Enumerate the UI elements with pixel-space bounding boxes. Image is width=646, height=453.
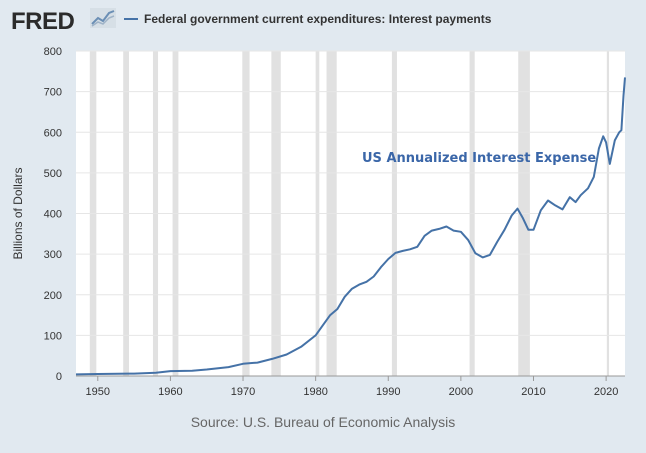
y-tick-label-500: 500 [44,168,62,180]
chart-annotation: US Annualized Interest Expense [362,151,596,166]
x-tick-label-1960: 1960 [158,386,182,398]
x-tick-label-1990: 1990 [376,386,400,398]
x-tick-label-2020: 2020 [594,386,618,398]
x-tick-label-1980: 1980 [303,386,327,398]
x-tick-label-2010: 2010 [521,386,545,398]
line-chart-icon [90,8,116,28]
y-tick-label-800: 800 [44,46,62,58]
gridlines [76,50,625,336]
y-tick-label-400: 400 [44,209,62,221]
chart-header: FRED Federal government current expendit… [0,0,646,40]
y-axis-ticks: 0 100 200 300 400 500 600 700 800 [44,46,62,383]
y-tick-label-0: 0 [56,371,62,383]
series-line-interest-payments [75,77,626,376]
source-note: Source: U.S. Bureau of Economic Analysis [190,414,456,430]
x-axis-ticks: 1950 1960 1970 1980 1990 2000 2010 2020 [86,376,618,398]
fred-logo[interactable]: FRED [11,8,75,35]
y-tick-label-200: 200 [44,290,62,302]
y-tick-label-300: 300 [44,249,62,261]
x-tick-label-1950: 1950 [86,386,110,398]
y-tick-label-700: 700 [44,87,62,99]
x-tick-label-1970: 1970 [231,386,255,398]
legend-label: Federal government current expenditures:… [144,12,492,26]
x-tick-label-2000: 2000 [449,386,473,398]
y-tick-label-100: 100 [44,330,62,342]
legend: Federal government current expenditures:… [124,12,491,26]
legend-swatch [124,18,138,20]
y-axis-label: Billions of Dollars [11,167,25,259]
y-tick-label-600: 600 [44,127,62,139]
